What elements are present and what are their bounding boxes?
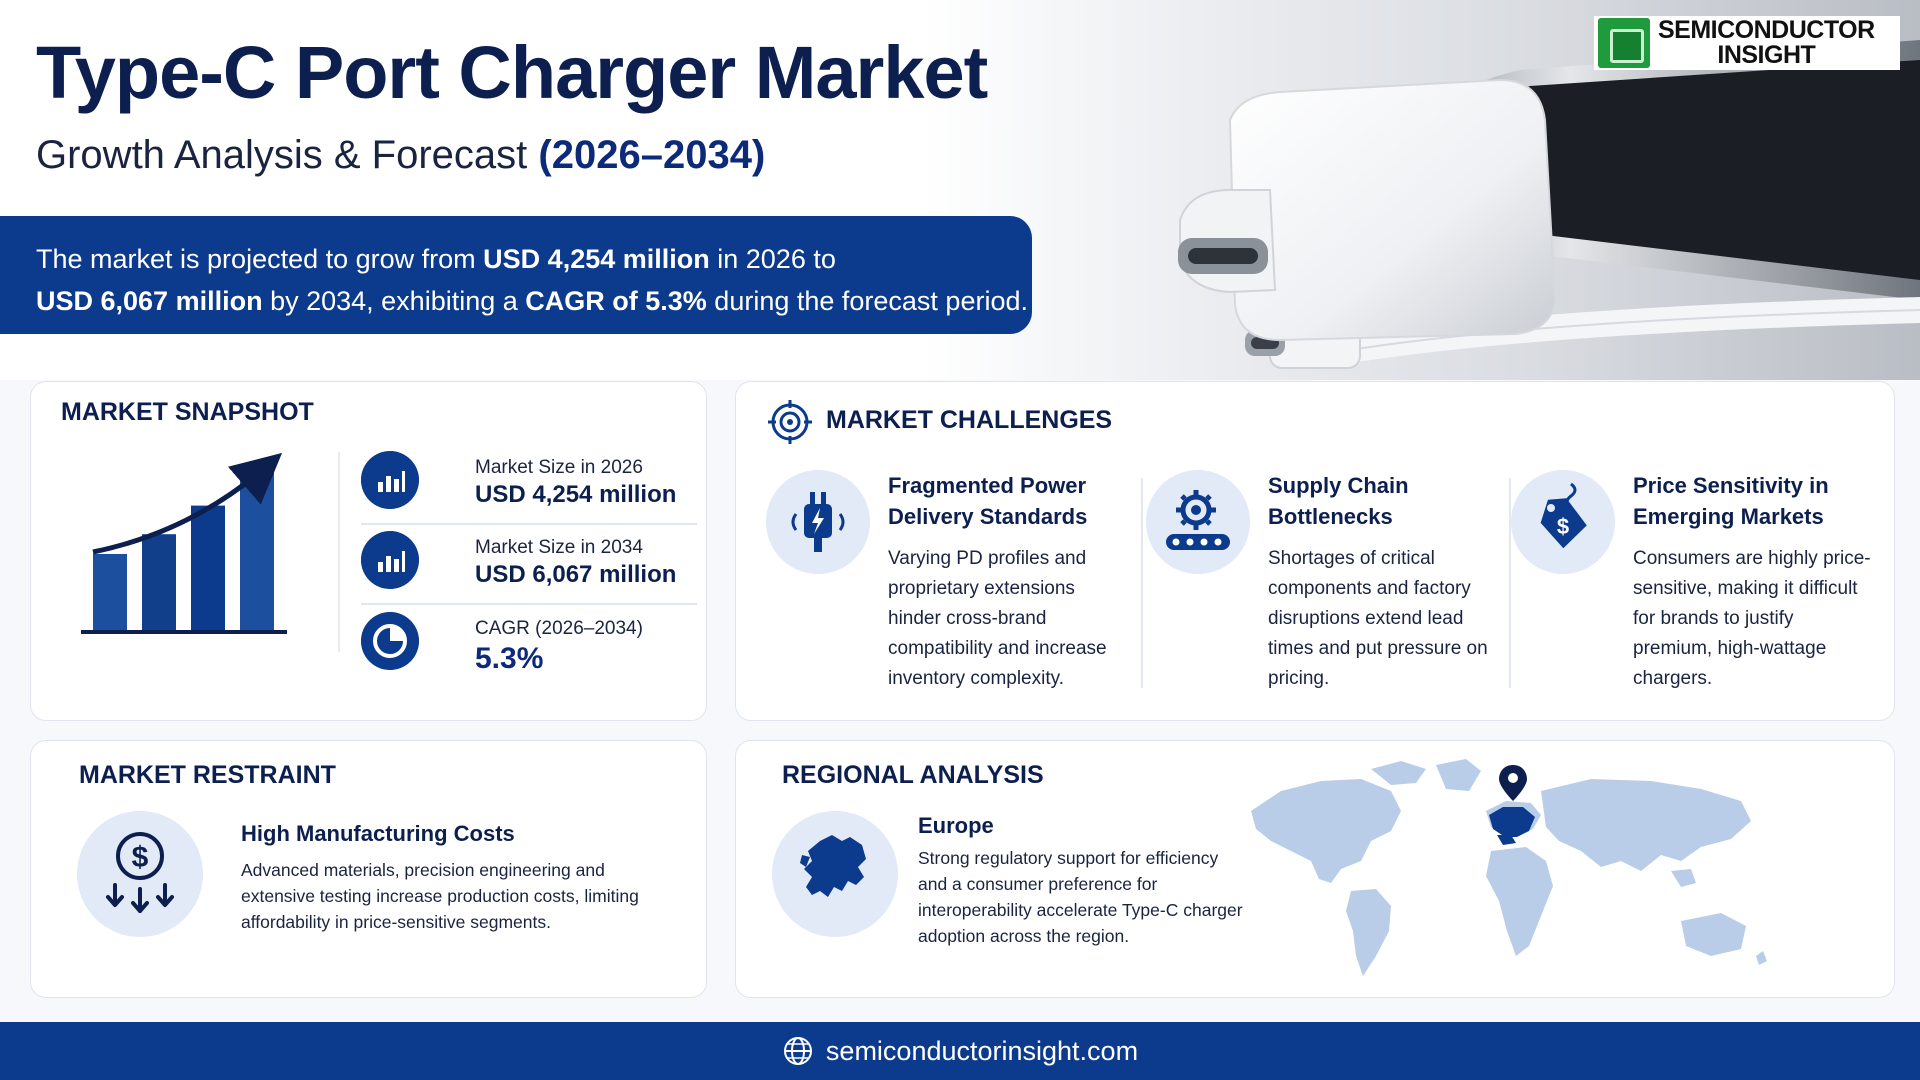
regional-analysis-card: REGIONAL ANALYSIS Europe Strong regulato… [735, 740, 1895, 998]
snapshot-title: MARKET SNAPSHOT [61, 398, 314, 426]
challenge-title: Supply Chain Bottlenecks [1268, 473, 1409, 529]
stat-label: CAGR (2026–2034) [475, 618, 643, 639]
svg-text:$: $ [1557, 514, 1569, 539]
challenge-title: Price Sensitivity in Emerging Markets [1633, 473, 1829, 529]
stat-2026: Market Size in 2026 USD 4,254 million [361, 451, 676, 531]
logo-line-1: SEMICONDUCTOR [1658, 16, 1875, 44]
challenge-separator [1509, 478, 1511, 688]
target-icon [768, 400, 812, 444]
page-title: Type-C Port Charger Market [36, 31, 988, 114]
banner-highlight: CAGR of 5.3% [525, 286, 707, 316]
challenge-item: $ Price Sensitivity in Emerging Markets … [1481, 470, 1871, 700]
market-snapshot-card: MARKET SNAPSHOT Market Size in 2026 USD … [30, 381, 707, 721]
footer: semiconductorinsight.com [0, 1022, 1920, 1080]
logo-line-2: INSIGHT [1717, 41, 1816, 69]
brand-logo[interactable]: SEMICONDUCTOR INSIGHT [1594, 16, 1900, 70]
growth-chart [81, 452, 287, 634]
dollar-down-icon: $ [77, 811, 203, 937]
bar-chart-icon [361, 451, 419, 509]
stat-2034: Market Size in 2034 USD 6,067 million [361, 531, 676, 611]
challenge-separator [1141, 478, 1143, 688]
banner-highlight: USD 4,254 million [483, 244, 710, 274]
logo-text: SEMICONDUCTOR INSIGHT [1658, 18, 1875, 68]
growth-bar [240, 468, 274, 631]
stat-value: USD 6,067 million [475, 561, 677, 588]
footer-url-link[interactable]: semiconductorinsight.com [825, 1035, 1139, 1066]
hero-section: Type-C Port Charger Market Growth Analys… [0, 0, 1920, 380]
chip-icon [1598, 18, 1650, 68]
regional-title: REGIONAL ANALYSIS [782, 761, 1044, 789]
market-challenges-card: MARKET CHALLENGES Fragmented Power Deliv… [735, 381, 1895, 721]
summary-banner: The market is projected to grow from USD… [0, 216, 1032, 334]
pie-chart-icon [361, 612, 419, 670]
bar-chart-icon [361, 531, 419, 589]
banner-line-2: USD 6,067 million by 2034, exhibiting a … [36, 280, 1032, 322]
banner-text: by 2034, exhibiting a [262, 286, 526, 316]
challenge-desc: Varying PD profiles and proprietary exte… [888, 548, 1107, 689]
stat-value: 5.3% [475, 642, 544, 675]
price-tag-icon: $ [1511, 470, 1615, 574]
svg-text:$: $ [132, 841, 149, 874]
growth-bar [191, 505, 225, 631]
subtitle-period: (2026–2034) [538, 133, 766, 177]
region-name: Europe [918, 813, 994, 838]
restraint-item-title: High Manufacturing Costs [241, 821, 515, 846]
challenges-title: MARKET CHALLENGES [826, 406, 1113, 434]
challenge-desc: Shortages of critical components and fac… [1268, 548, 1488, 689]
world-map [1251, 759, 1767, 976]
stat-label: Market Size in 2026 [475, 457, 643, 478]
stat-cagr: CAGR (2026–2034) 5.3% [361, 612, 661, 692]
growth-arrow [92, 452, 283, 555]
banner-text: The market is projected to grow from [36, 244, 484, 274]
banner-text: in 2026 to [709, 244, 836, 274]
usb-plug-icon [766, 470, 870, 574]
restraint-item-desc: Advanced materials, precision engineerin… [241, 860, 639, 932]
subtitle-text: Growth Analysis & Forecast [36, 133, 539, 177]
charger-photo [1178, 40, 1920, 369]
stat-label: Market Size in 2034 [475, 537, 643, 558]
region-desc: Strong regulatory support for efficiency… [918, 848, 1243, 946]
growth-bar [93, 554, 127, 631]
banner-line-1: The market is projected to grow from USD… [36, 238, 1032, 280]
market-restraint-card: MARKET RESTRAINT $ High Manufacturing Co… [30, 740, 707, 998]
banner-highlight: USD 6,067 million [36, 286, 263, 316]
stat-separator [361, 603, 697, 605]
challenge-title: Fragmented Power Delivery Standards [888, 473, 1088, 529]
challenge-item: Fragmented Power Delivery Standards Vary… [736, 470, 1107, 700]
banner-text: during the forecast period. [706, 286, 1028, 316]
snapshot-divider [338, 452, 340, 652]
page-subtitle: Growth Analysis & Forecast (2026–2034) [36, 133, 765, 178]
stat-separator [361, 523, 697, 525]
challenge-desc: Consumers are highly price-sensitive, ma… [1633, 548, 1871, 689]
stat-value: USD 4,254 million [475, 481, 677, 508]
globe-icon [783, 1037, 812, 1065]
growth-bar [142, 534, 176, 631]
gear-conveyor-icon [1146, 470, 1250, 574]
challenge-item: Supply Chain Bottlenecks Shortages of cr… [1116, 470, 1488, 700]
restraint-title: MARKET RESTRAINT [79, 761, 336, 789]
europe-map-icon [772, 811, 898, 937]
